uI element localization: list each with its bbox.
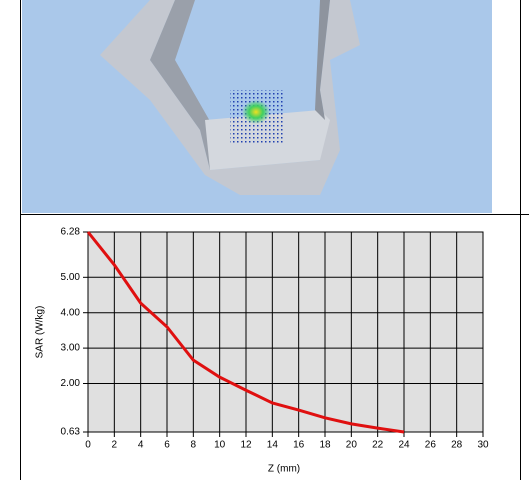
y-tick-label: 4.00 (61, 307, 81, 318)
layout-frame (20, 0, 529, 480)
x-tick-label: 4 (138, 440, 144, 451)
x-tick-label: 26 (425, 440, 437, 451)
y-tick-label: 5.00 (61, 272, 81, 283)
x-tick-label: 10 (214, 440, 226, 451)
x-axis-label: Z (mm) (268, 464, 300, 475)
y-tick-label: 2.00 (61, 378, 81, 389)
y-tick-label: 6.28 (61, 227, 81, 238)
x-tick-label: 12 (240, 440, 252, 451)
model-image (22, 0, 492, 213)
plot-area (88, 232, 483, 432)
x-tick-label: 14 (267, 440, 279, 451)
x-tick-label: 28 (451, 440, 463, 451)
x-tick-label: 6 (164, 440, 170, 451)
x-tick-label: 18 (319, 440, 331, 451)
x-tick-label: 30 (477, 440, 489, 451)
x-tick-label: 24 (398, 440, 410, 451)
x-tick-label: 2 (112, 440, 118, 451)
data-line (86, 231, 405, 434)
x-tick-label: 20 (346, 440, 358, 451)
x-tick-label: 16 (293, 440, 305, 451)
y-tick-label: 0.63 (61, 427, 81, 438)
x-tick-label: 22 (372, 440, 384, 451)
plot-border (87, 231, 484, 433)
x-tick-label: 0 (85, 440, 91, 451)
x-tick-label: 8 (191, 440, 197, 451)
y-tick-label: 3.00 (61, 343, 81, 354)
y-axis-label: SAR (W/kg) (35, 306, 46, 359)
